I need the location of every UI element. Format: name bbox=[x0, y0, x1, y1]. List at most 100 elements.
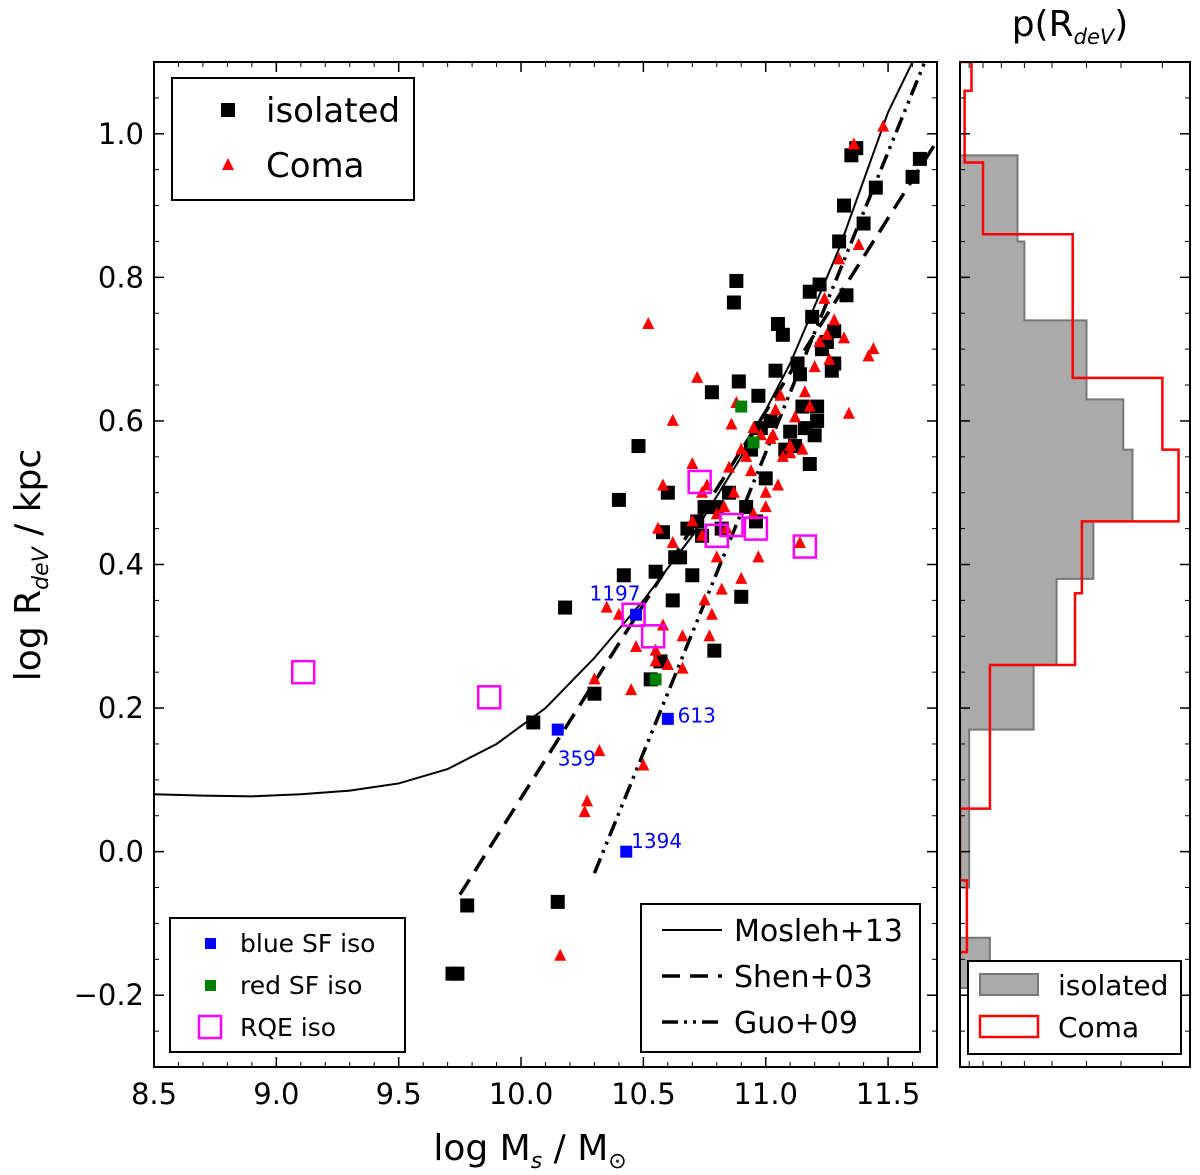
point-coma bbox=[752, 550, 765, 563]
point-coma bbox=[828, 313, 841, 326]
hist-legend-label-coma: Coma bbox=[1058, 1011, 1139, 1044]
point-coma bbox=[789, 410, 802, 423]
hist-frame bbox=[959, 61, 1191, 1068]
point-coma bbox=[666, 535, 679, 548]
x-tick-label: 9.5 bbox=[376, 1077, 422, 1111]
point-coma bbox=[652, 521, 665, 534]
x-axis-title: log Ms / M⊙ bbox=[433, 1128, 626, 1174]
legend-label-red-sf-iso: red SF iso bbox=[240, 971, 362, 1000]
point-isolated bbox=[631, 439, 646, 454]
point-rqe-iso bbox=[687, 469, 712, 495]
point-isolated bbox=[665, 593, 680, 608]
point-coma bbox=[740, 449, 753, 462]
point-rqe-iso bbox=[476, 685, 502, 710]
annotation-label: 359 bbox=[558, 747, 596, 771]
point-isolated bbox=[763, 413, 778, 428]
point-red-sf-iso bbox=[735, 400, 748, 413]
point-isolated bbox=[707, 643, 722, 658]
point-coma bbox=[784, 439, 797, 452]
plot-area: 1197 359 613 1394 bbox=[154, 62, 937, 981]
histogram-title: p(RdeV) bbox=[1012, 4, 1129, 49]
y-tick-label: 0.2 bbox=[98, 691, 144, 725]
legend-bottom-right: Mosleh+13 Shen+03 Guo+09 bbox=[640, 903, 921, 1053]
point-isolated bbox=[558, 600, 573, 615]
point-coma bbox=[867, 342, 880, 355]
point-coma bbox=[745, 464, 758, 477]
point-coma bbox=[798, 385, 811, 398]
point-coma bbox=[578, 805, 591, 818]
legend-label-isolated: isolated bbox=[266, 91, 400, 131]
point-coma bbox=[823, 352, 836, 365]
point-isolated bbox=[837, 198, 852, 213]
legend-marker-blue-sf-iso bbox=[205, 938, 216, 949]
x-tick-label: 11.0 bbox=[733, 1077, 798, 1111]
point-coma bbox=[581, 794, 594, 807]
x-tick-label: 11.5 bbox=[856, 1077, 921, 1111]
point-isolated bbox=[734, 589, 749, 604]
point-red-sf-iso bbox=[747, 436, 760, 449]
point-isolated bbox=[587, 686, 602, 701]
point-coma bbox=[759, 485, 772, 498]
point-coma bbox=[686, 514, 699, 527]
point-isolated bbox=[770, 317, 785, 332]
hist-plot-area bbox=[960, 62, 1180, 1017]
point-isolated bbox=[827, 324, 842, 339]
point-isolated bbox=[802, 457, 817, 471]
point-blue-sf-iso bbox=[551, 723, 564, 736]
point-coma bbox=[676, 661, 689, 674]
legend-marker-coma bbox=[222, 158, 234, 170]
main-frame bbox=[153, 61, 938, 1068]
point-isolated bbox=[751, 388, 766, 403]
point-coma bbox=[593, 744, 606, 757]
point-rqe-iso bbox=[291, 659, 316, 685]
point-coma bbox=[588, 672, 601, 685]
hist-legend-box bbox=[967, 960, 1182, 1055]
y-tick-label: 1.0 bbox=[98, 117, 144, 151]
point-isolated bbox=[685, 568, 700, 583]
point-coma bbox=[793, 535, 806, 548]
x-tick-label: 10.5 bbox=[611, 1077, 676, 1111]
annotation-label: 1394 bbox=[631, 829, 682, 853]
point-isolated bbox=[697, 500, 712, 515]
point-rqe-iso bbox=[640, 624, 666, 649]
point-coma bbox=[686, 457, 699, 469]
curve-shen-03 bbox=[458, 140, 937, 896]
point-isolated bbox=[704, 385, 719, 400]
point-coma bbox=[661, 658, 674, 670]
point-coma bbox=[771, 478, 784, 491]
point-coma bbox=[842, 406, 855, 419]
point-coma bbox=[774, 388, 787, 401]
legend-marker-isolated bbox=[221, 103, 235, 117]
point-coma bbox=[847, 137, 860, 150]
point-isolated bbox=[673, 550, 688, 565]
point-isolated bbox=[729, 273, 744, 288]
point-blue-sf-iso bbox=[620, 845, 633, 858]
histogram-panel: isolated Coma bbox=[959, 61, 1191, 1068]
point-isolated bbox=[758, 471, 773, 486]
curve-mosleh-13 bbox=[154, 62, 914, 798]
legend-label-rqe-iso: RQE iso bbox=[240, 1013, 336, 1042]
legend-label-curve: Shen+03 bbox=[734, 960, 873, 995]
point-coma bbox=[554, 948, 567, 961]
point-coma bbox=[642, 317, 655, 330]
point-isolated bbox=[912, 151, 927, 166]
point-isolated bbox=[868, 180, 883, 195]
point-coma bbox=[703, 629, 716, 642]
point-rqe-iso bbox=[719, 512, 744, 538]
point-isolated bbox=[856, 216, 871, 231]
y-axis-title: log RdeV / kpc bbox=[8, 449, 54, 681]
point-coma bbox=[747, 507, 760, 520]
point-isolated bbox=[832, 234, 847, 249]
point-coma bbox=[877, 119, 890, 132]
legend-marker-red-sf-iso bbox=[205, 980, 216, 991]
point-isolated bbox=[790, 356, 805, 371]
point-coma bbox=[725, 417, 738, 430]
point-coma bbox=[759, 500, 772, 513]
point-coma bbox=[666, 413, 679, 426]
y-tick-label: 0.8 bbox=[98, 260, 144, 294]
hist-legend-label-isolated: isolated bbox=[1058, 969, 1168, 1002]
point-coma bbox=[818, 291, 831, 304]
point-coma bbox=[649, 643, 662, 656]
point-coma bbox=[630, 640, 643, 653]
